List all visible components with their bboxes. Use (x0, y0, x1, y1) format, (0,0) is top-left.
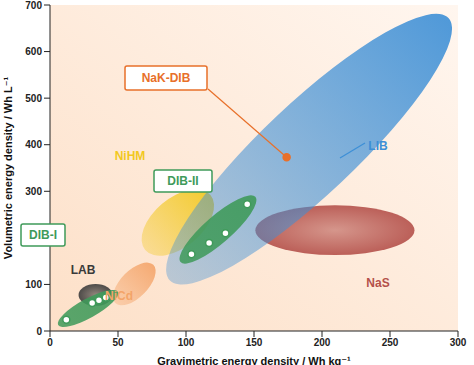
svg-text:0: 0 (47, 337, 53, 348)
svg-text:DIB-I: DIB-I (29, 228, 57, 242)
svg-text:200: 200 (314, 337, 331, 348)
svg-text:LIB: LIB (368, 139, 388, 153)
svg-text:NaK-DIB: NaK-DIB (142, 71, 191, 85)
svg-text:700: 700 (25, 0, 42, 11)
svg-text:NiCd: NiCd (105, 289, 133, 303)
svg-text:150: 150 (246, 337, 263, 348)
svg-text:100: 100 (25, 279, 42, 290)
svg-text:50: 50 (112, 337, 124, 348)
svg-text:500: 500 (25, 93, 42, 104)
svg-text:250: 250 (382, 337, 399, 348)
svg-text:200: 200 (25, 232, 42, 243)
svg-text:NiHM: NiHM (115, 149, 146, 163)
svg-text:300: 300 (450, 337, 466, 348)
svg-text:300: 300 (25, 186, 42, 197)
svg-text:NaS: NaS (366, 276, 389, 290)
svg-text:Volumetric energy density / Wh: Volumetric energy density / Wh L⁻¹ (8, 77, 14, 260)
svg-text:0: 0 (36, 326, 42, 337)
svg-text:400: 400 (25, 139, 42, 150)
svg-text:DIB-II: DIB-II (167, 174, 198, 188)
svg-text:Gravimetric energy density / W: Gravimetric energy density / Wh kg⁻¹ (157, 355, 351, 365)
svg-text:600: 600 (25, 46, 42, 57)
svg-text:LAB: LAB (71, 263, 96, 277)
svg-text:100: 100 (178, 337, 195, 348)
